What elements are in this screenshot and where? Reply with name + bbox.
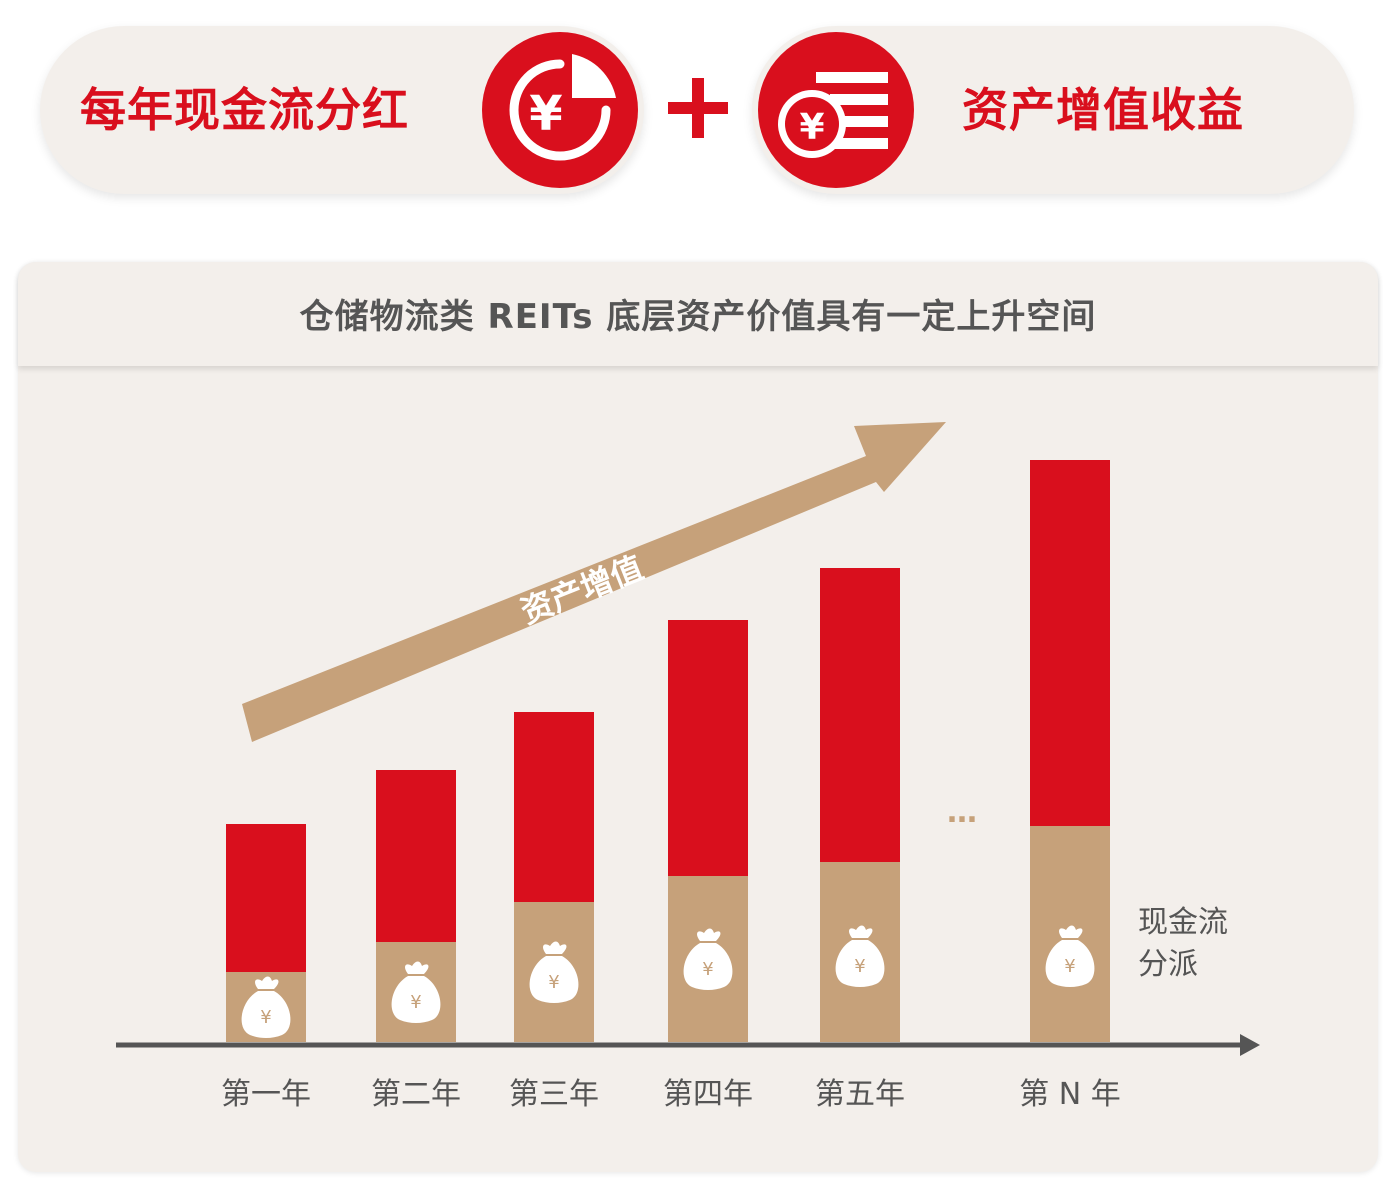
x-tick-label: 第一年 [221, 1077, 311, 1112]
x-axis-arrowhead [1240, 1034, 1260, 1056]
x-tick-label: 第四年 [663, 1077, 753, 1112]
yen-coin-stack-icon: ¥ [758, 32, 914, 188]
bar-appreciation-4 [668, 620, 748, 876]
chart-panel: 仓储物流类 REITs 底层资产价值具有一定上升空间 ¥ 资产增值 第一年第二年… [18, 262, 1378, 1172]
cash-flow-series-label: 现金流分派 [1138, 905, 1228, 982]
bar-appreciation-6 [1030, 460, 1110, 826]
yen-pie-icon: ¥ [482, 32, 638, 188]
x-tick-label: 第 N 年 [1019, 1077, 1121, 1112]
x-tick-label: 第三年 [509, 1077, 599, 1112]
appreciation-trend-arrow [242, 422, 946, 742]
trend-arrow-label: 资产增值 [515, 548, 648, 631]
cash-flow-dividend-label: 每年现金流分红 [80, 83, 409, 137]
x-tick-label: 第二年 [371, 1077, 461, 1112]
chart-header: 仓储物流类 REITs 底层资产价值具有一定上升空间 [18, 262, 1378, 366]
svg-text:¥: ¥ [799, 107, 824, 148]
asset-appreciation-pill: ¥ 资产增值收益 [752, 26, 1354, 194]
bar-appreciation-2 [376, 770, 456, 942]
bar-appreciation-3 [514, 712, 594, 902]
cash-flow-dividend-pill: 每年现金流分红 ¥ [40, 26, 644, 194]
svg-text:¥: ¥ [529, 86, 562, 142]
plus-icon [668, 78, 728, 138]
chart-title: 仓储物流类 REITs 底层资产价值具有一定上升空间 [299, 297, 1097, 337]
bar-appreciation-5 [820, 568, 900, 862]
bar-appreciation-1 [226, 824, 306, 972]
x-tick-label: 第五年 [815, 1077, 905, 1112]
gap-ellipsis: … [947, 795, 977, 830]
asset-appreciation-label: 资产增值收益 [962, 83, 1244, 137]
